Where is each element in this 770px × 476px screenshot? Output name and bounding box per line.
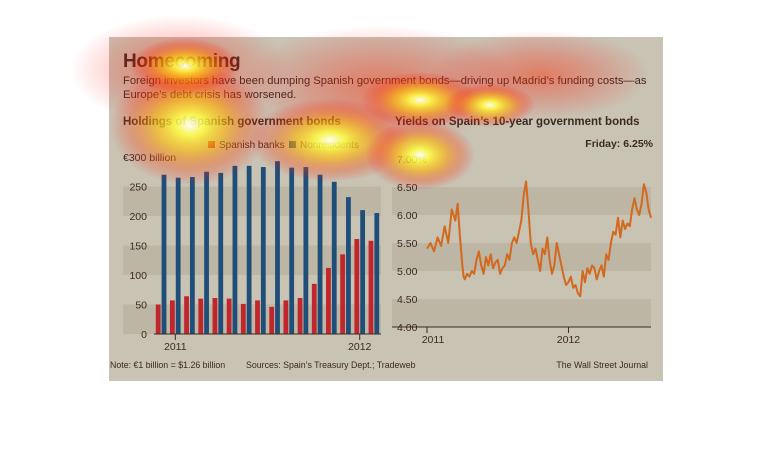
y-tick-label: 150 <box>129 241 147 253</box>
bar-spanish-banks <box>340 254 346 334</box>
bar-spanish-banks <box>169 300 175 334</box>
x-tick-label: 2012 <box>348 341 372 353</box>
yield-series-line <box>426 180 652 298</box>
bar-spanish-banks <box>326 267 331 334</box>
y-tick-label: 4.50 <box>397 294 418 306</box>
bar-nonresidents <box>232 165 238 334</box>
y-tick-label: 5.50 <box>397 238 418 250</box>
bar-nonresidents <box>303 167 309 334</box>
y-tick-label: 7.00% <box>397 154 427 166</box>
chart-panel: Homecoming Foreign investors have been d… <box>109 37 663 381</box>
bar-nonresidents <box>204 171 209 334</box>
y-tick-label: 50 <box>135 300 147 312</box>
graphic-title: Homecoming <box>123 51 241 72</box>
y-tick-label: 250 <box>129 182 147 194</box>
sources-note: Sources: Spain’s Treasury Dept.; Tradewe… <box>246 360 416 370</box>
x-tick-label: 2011 <box>164 341 187 353</box>
bar-nonresidents <box>374 213 380 334</box>
bar-nonresidents <box>360 210 366 334</box>
legend-label: Nonresidents <box>300 140 359 151</box>
bar-spanish-banks <box>240 303 246 334</box>
bar-nonresidents <box>346 197 351 334</box>
bar-nonresidents <box>246 165 252 334</box>
yields-line-chart: 4.00 4.50 5.00 5.50 6.00 6.50 7.00% Friday: 6.2… <box>392 138 654 346</box>
y-tick-label: 6.00 <box>397 210 418 222</box>
bar-spanish-banks <box>184 296 189 334</box>
gridline-band <box>392 243 651 271</box>
legend-swatch <box>289 141 296 148</box>
bar-nonresidents <box>331 181 337 334</box>
y-tick-label: 5.00 <box>397 266 418 278</box>
friday-annotation: Friday: 6.25% <box>585 138 653 150</box>
bar-spanish-banks <box>297 298 303 334</box>
x-tick-label: 2011 <box>422 334 445 346</box>
y-tick-label: 200 <box>129 211 147 223</box>
x-tick-label: 2012 <box>557 334 581 346</box>
gridline-band <box>392 299 651 327</box>
bar-nonresidents <box>275 161 280 334</box>
holdings-bar-chart: 0 50 100 150 200 250 €300 billion 2011 2012 Spani… <box>123 140 381 353</box>
bar-spanish-banks <box>198 298 204 334</box>
bar-spanish-banks <box>255 300 260 334</box>
legend-swatch <box>208 141 215 148</box>
bar-nonresidents <box>260 167 266 334</box>
bar-nonresidents <box>189 177 195 334</box>
y-tick-label: 0 <box>141 329 147 341</box>
footnote: Note: €1 billion = $1.26 billion <box>110 360 226 370</box>
bar-spanish-banks <box>155 304 161 334</box>
bar-spanish-banks <box>283 300 289 334</box>
bar-nonresidents <box>218 172 224 334</box>
graphic-subtitle: Foreign investors have been dumping Span… <box>123 75 647 101</box>
bar-spanish-banks <box>311 283 317 334</box>
y-tick-label: 4.00 <box>397 322 418 334</box>
bar-nonresidents <box>317 174 323 334</box>
bar-spanish-banks <box>212 298 218 334</box>
bar-spanish-banks <box>269 306 275 334</box>
y-tick-label: 6.50 <box>397 182 418 194</box>
bar-spanish-banks <box>368 240 374 334</box>
credit-line: The Wall Street Journal <box>556 360 648 370</box>
holdings-chart-title: Holdings of Spanish government bonds <box>123 116 341 128</box>
y-tick-label: 100 <box>129 270 147 282</box>
bar-spanish-banks <box>354 239 360 334</box>
y-axis-unit-label: €300 billion <box>123 152 176 164</box>
bar-nonresidents <box>161 174 167 334</box>
bar-spanish-banks <box>226 298 232 334</box>
bar-nonresidents <box>175 177 181 334</box>
bar-nonresidents <box>289 167 295 334</box>
legend-label: Spanish banks <box>219 140 285 151</box>
yields-chart-title: Yields on Spain’s 10-year government bon… <box>395 116 640 128</box>
